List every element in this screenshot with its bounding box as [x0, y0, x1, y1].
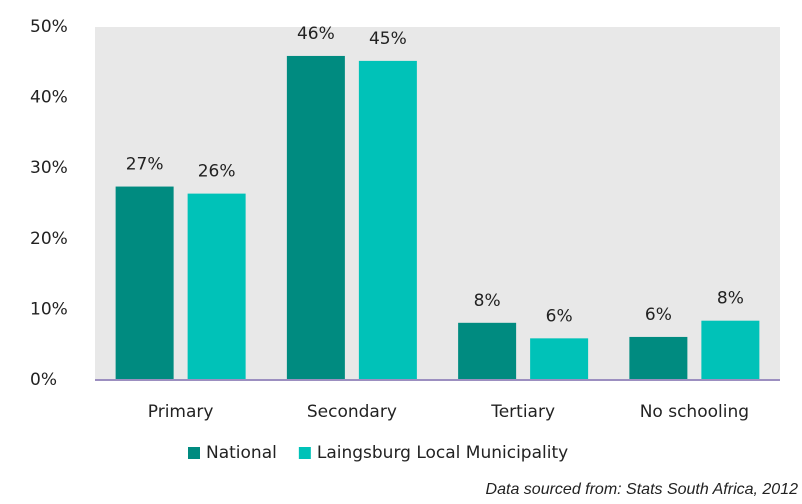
bar — [530, 338, 589, 380]
value-label: 8% — [474, 291, 501, 311]
value-label: 8% — [717, 289, 744, 309]
legend-label: National — [206, 443, 277, 463]
y-tick-label: 20% — [30, 229, 68, 249]
value-label: 45% — [369, 29, 407, 49]
source-note: Data sourced from: Stats South Africa, 2… — [486, 481, 799, 498]
y-tick-label: 40% — [30, 88, 68, 108]
x-tick-label: No schooling — [640, 402, 749, 422]
value-label: 26% — [198, 162, 236, 182]
y-tick-label: 50% — [30, 17, 68, 37]
y-tick-label: 30% — [30, 158, 68, 178]
bar — [458, 322, 517, 380]
value-label: 6% — [645, 305, 672, 325]
bar — [629, 336, 688, 380]
y-tick-label: 10% — [30, 299, 68, 319]
bar — [701, 320, 760, 380]
x-tick-label: Primary — [148, 402, 214, 422]
y-tick-label: 0% — [30, 370, 57, 390]
value-label: 6% — [546, 306, 573, 326]
bar — [358, 60, 417, 380]
bar — [115, 186, 174, 380]
legend-label: Laingsburg Local Municipality — [317, 443, 568, 463]
bar — [187, 193, 246, 380]
x-tick-label: Tertiary — [490, 402, 555, 422]
legend-swatch — [298, 447, 311, 459]
bar — [286, 55, 345, 381]
legend-swatch — [188, 447, 200, 459]
x-tick-label: Secondary — [307, 402, 397, 422]
value-label: 46% — [297, 24, 335, 44]
value-label: 27% — [126, 155, 164, 175]
